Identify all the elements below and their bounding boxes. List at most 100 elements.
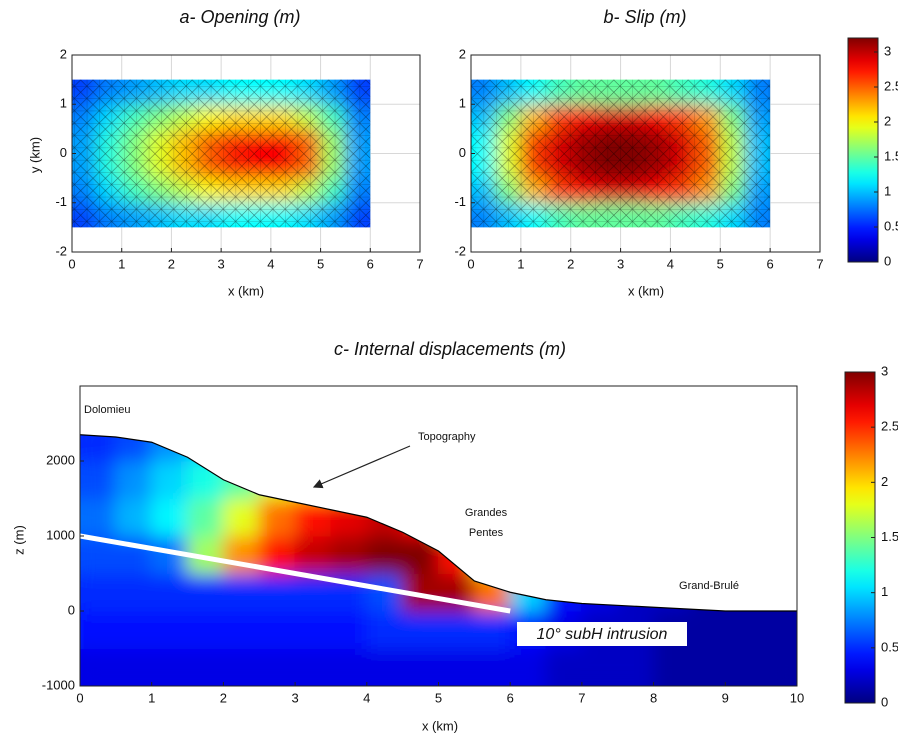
annotation-box — [517, 622, 687, 646]
y-tick-label: 2 — [459, 46, 466, 61]
y-tick-label: 1000 — [46, 527, 75, 542]
chart-title: a- Opening (m) — [179, 7, 300, 27]
cell — [187, 573, 224, 612]
y-tick-label: 2000 — [46, 452, 75, 467]
colorbar-tick-label: 2.5 — [884, 78, 898, 93]
cell — [438, 648, 475, 686]
cell — [724, 610, 762, 649]
colorbar-tick-label: 0.5 — [884, 218, 898, 233]
chart-title: c- Internal displacements (m) — [334, 339, 566, 359]
x-tick-label: 9 — [722, 690, 729, 705]
cell — [115, 610, 153, 649]
x-tick-label: 6 — [767, 256, 774, 271]
cell — [760, 648, 797, 686]
annotation: Pentes — [469, 527, 504, 539]
cell — [115, 648, 153, 686]
cell — [151, 498, 189, 537]
cell — [688, 648, 726, 686]
x-tick-label: 6 — [367, 256, 374, 271]
colorbar-tick-label: 3 — [881, 363, 888, 378]
cell — [80, 434, 117, 462]
x-axis-label: x (km) — [628, 283, 664, 298]
x-tick-label: 6 — [507, 690, 514, 705]
y-tick-label: -2 — [55, 243, 67, 258]
x-tick-label: 1 — [148, 690, 155, 705]
cell — [187, 610, 224, 649]
cell — [473, 610, 511, 649]
colorbar-tick-label: 0 — [881, 694, 888, 709]
cell — [402, 610, 439, 649]
cell — [330, 535, 368, 574]
cell — [402, 648, 439, 686]
cell — [473, 648, 511, 686]
x-tick-label: 7 — [816, 256, 823, 271]
y-tick-label: 0 — [60, 145, 67, 160]
x-tick-label: 0 — [68, 256, 75, 271]
cell — [222, 498, 260, 537]
cell — [80, 648, 117, 686]
annotation: Dolomieu — [84, 404, 130, 416]
cell — [653, 648, 690, 686]
y-tick-label: -1 — [454, 194, 466, 209]
y-tick-label: 2 — [60, 46, 67, 61]
annotation: 10° subH intrusion — [537, 626, 668, 643]
x-tick-label: 7 — [416, 256, 423, 271]
x-tick-label: 4 — [363, 690, 370, 705]
x-tick-label: 5 — [435, 690, 442, 705]
cell — [366, 610, 404, 649]
y-tick-label: 0 — [459, 145, 466, 160]
y-tick-label: 1 — [60, 96, 67, 111]
colorbar-tick-label: 2 — [884, 113, 891, 128]
colorbar — [844, 371, 876, 704]
cell — [330, 648, 368, 686]
x-tick-label: 0 — [467, 256, 474, 271]
x-tick-label: 2 — [168, 256, 175, 271]
y-tick-label: -1000 — [42, 677, 75, 692]
cell — [115, 573, 153, 612]
colorbar-tick-label: 2 — [881, 474, 888, 489]
x-tick-label: 5 — [717, 256, 724, 271]
cell — [151, 610, 189, 649]
chart-title: b- Slip (m) — [603, 7, 686, 27]
cell — [366, 648, 404, 686]
cell — [294, 610, 332, 649]
x-tick-label: 8 — [650, 690, 657, 705]
cell — [258, 573, 296, 612]
x-tick-label: 3 — [617, 256, 624, 271]
y-tick-label: -1 — [55, 194, 67, 209]
annotation-arrow — [312, 445, 411, 489]
x-axis-label: x (km) — [228, 283, 264, 298]
cell — [330, 610, 368, 649]
colorbar-tick-label: 1.5 — [881, 529, 898, 544]
x-tick-label: 3 — [291, 690, 298, 705]
colorbar-tick-label: 3 — [884, 43, 891, 58]
cell — [509, 648, 547, 686]
y-axis-label: y (km) — [27, 137, 42, 173]
colorbar-tick-label: 0 — [884, 253, 891, 268]
x-tick-label: 4 — [267, 256, 274, 271]
heatmap — [471, 79, 771, 228]
cell — [80, 610, 117, 649]
cell — [187, 648, 224, 686]
heatmap — [72, 79, 371, 228]
x-tick-label: 4 — [667, 256, 674, 271]
x-axis-label: x (km) — [422, 718, 458, 733]
cell — [115, 460, 153, 499]
y-tick-label: 1 — [459, 96, 466, 111]
cell — [294, 648, 332, 686]
y-tick-label: -2 — [454, 243, 466, 258]
cell — [366, 535, 404, 574]
annotation: Topography — [418, 431, 476, 443]
cell — [724, 648, 762, 686]
cell — [438, 610, 475, 649]
cell — [80, 573, 117, 612]
cell — [581, 648, 619, 686]
mesh — [72, 79, 371, 228]
cell — [258, 498, 296, 537]
topography-line — [79, 434, 797, 612]
cell — [187, 498, 224, 537]
cell — [222, 610, 260, 649]
cell — [80, 460, 117, 499]
colorbar-tick-label: 1 — [884, 183, 891, 198]
x-tick-label: 2 — [567, 256, 574, 271]
